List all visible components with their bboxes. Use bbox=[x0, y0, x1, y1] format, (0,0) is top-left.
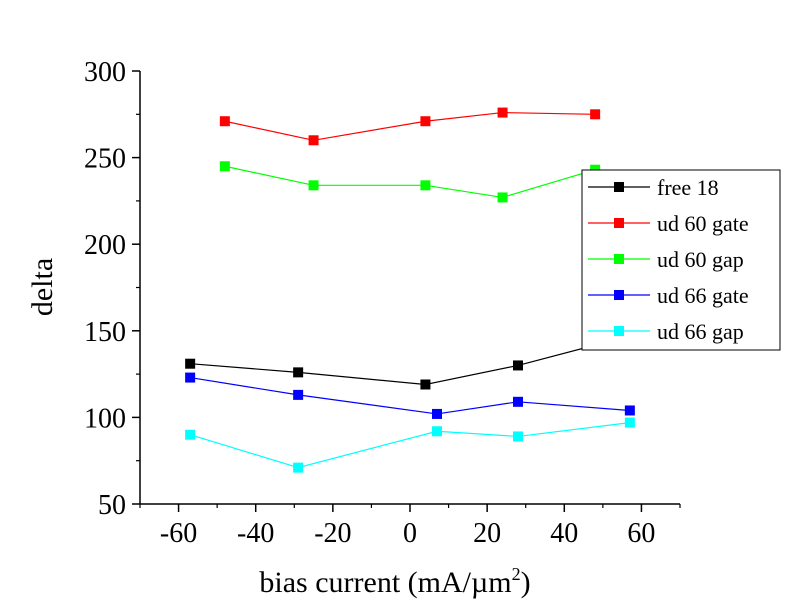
x-tick-label: -40 bbox=[237, 518, 274, 549]
series-layer bbox=[185, 107, 635, 473]
legend-item: ud 66 gap bbox=[588, 319, 744, 344]
data-point bbox=[185, 358, 196, 369]
legend-item: ud 60 gap bbox=[588, 247, 744, 272]
data-point bbox=[308, 135, 319, 146]
data-point bbox=[308, 180, 319, 191]
legend-label: ud 66 gate bbox=[657, 283, 749, 308]
x-axis-title-superscript: 2 bbox=[512, 564, 521, 584]
x-tick-label: -20 bbox=[314, 518, 351, 549]
data-point bbox=[420, 116, 431, 127]
legend-item: ud 60 gate bbox=[588, 211, 749, 236]
data-point bbox=[420, 180, 431, 191]
series-line bbox=[224, 111, 596, 141]
legend-label: ud 60 gap bbox=[657, 247, 744, 272]
series bbox=[219, 161, 601, 203]
x-tick-label: 0 bbox=[403, 518, 417, 549]
x-tick-label: -60 bbox=[160, 518, 197, 549]
legend-label: free 18 bbox=[657, 175, 719, 200]
y-tick-label: 150 bbox=[84, 317, 126, 348]
data-point bbox=[293, 462, 304, 473]
legend-label: ud 66 gap bbox=[657, 319, 744, 344]
x-axis-title-main: bias current (mA/µm bbox=[259, 566, 511, 599]
series bbox=[219, 107, 601, 146]
data-point bbox=[185, 429, 196, 440]
y-tick-label: 300 bbox=[84, 57, 126, 88]
data-point bbox=[624, 417, 635, 428]
data-point bbox=[513, 396, 523, 407]
data-point bbox=[185, 372, 196, 383]
series bbox=[185, 330, 635, 390]
legend-swatch-marker bbox=[614, 326, 624, 336]
x-tick-label: 40 bbox=[550, 518, 578, 549]
y-tick-label: 200 bbox=[84, 230, 126, 261]
y-tick-label: 50 bbox=[98, 490, 126, 521]
data-point bbox=[219, 161, 230, 172]
data-point bbox=[420, 379, 431, 390]
x-tick-label: 20 bbox=[473, 518, 501, 549]
legend-label: ud 60 gate bbox=[657, 211, 749, 236]
legend-swatch-marker bbox=[614, 182, 624, 192]
data-point bbox=[497, 107, 508, 118]
legend-swatch-marker bbox=[614, 254, 624, 264]
legend-item: ud 66 gate bbox=[588, 283, 749, 308]
series-line bbox=[189, 422, 630, 469]
legend-item: free 18 bbox=[588, 175, 719, 200]
legend-swatch-marker bbox=[614, 290, 624, 300]
data-point bbox=[432, 408, 442, 419]
y-tick-label: 250 bbox=[84, 144, 126, 175]
y-tick-label: 100 bbox=[84, 403, 126, 434]
x-axis-title: bias current (mA/µm2) bbox=[259, 564, 530, 599]
data-point bbox=[513, 360, 523, 371]
legend-swatch-marker bbox=[614, 218, 624, 228]
x-tick-label: 60 bbox=[627, 518, 655, 549]
series bbox=[185, 417, 635, 473]
data-point bbox=[293, 389, 304, 400]
data-point bbox=[432, 426, 442, 437]
series-line bbox=[224, 165, 596, 199]
legend-items: free 18 ud 60 gate ud 60 gap ud 66 gate ud 6… bbox=[588, 175, 749, 344]
y-axis-title: delta bbox=[26, 258, 59, 316]
data-point bbox=[497, 192, 508, 203]
data-point bbox=[590, 109, 601, 120]
x-axis-title-close: ) bbox=[521, 566, 531, 599]
data-point bbox=[513, 431, 523, 442]
data-point bbox=[293, 367, 304, 378]
legend: free 18 ud 60 gate ud 60 gap ud 66 gate ud 6… bbox=[581, 169, 781, 351]
data-point bbox=[219, 116, 230, 127]
data-point bbox=[624, 405, 635, 416]
series-line bbox=[190, 335, 631, 386]
ticks: 50 100 150 200 250 300 -60 -40 -20 0 20 40 60 bbox=[84, 57, 681, 549]
series bbox=[185, 372, 635, 419]
